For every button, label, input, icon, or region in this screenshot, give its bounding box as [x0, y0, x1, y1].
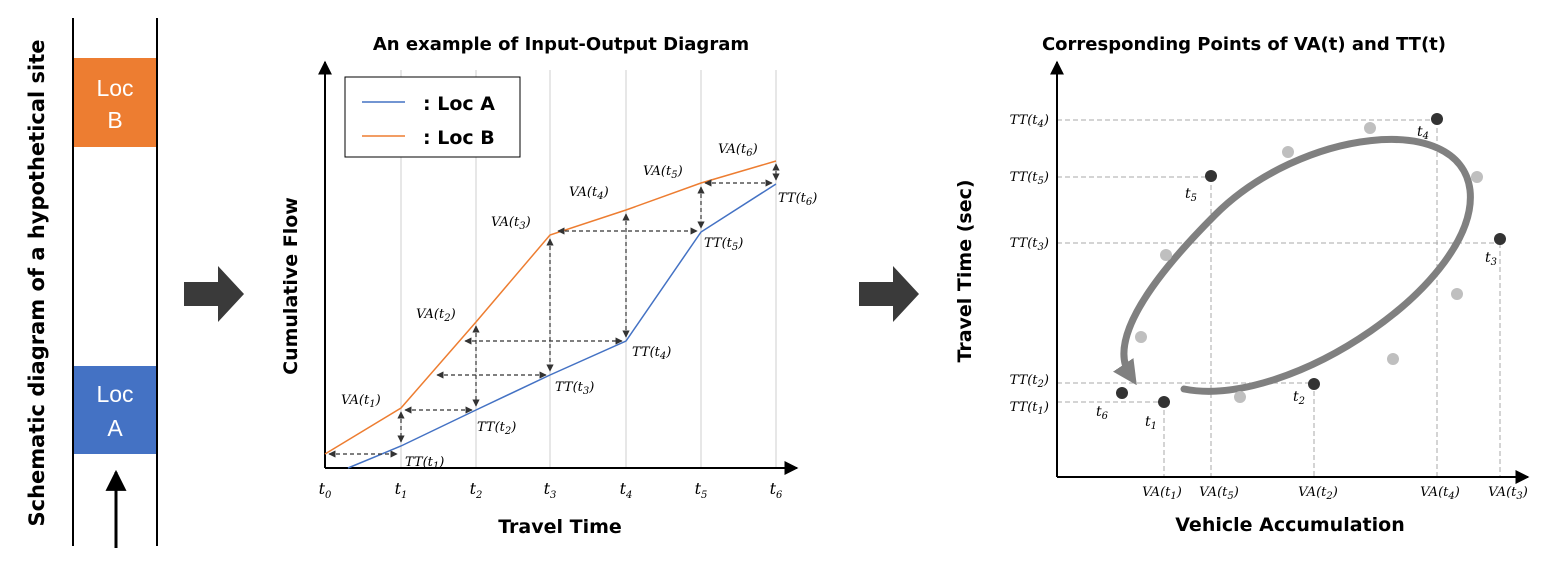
hysteresis-ylabel: Travel Time (sec) — [954, 179, 976, 362]
hysteresis-y-tick-labels: TT(t4) TT(t5) TT(t3) TT(t2) TT(t1) — [1010, 113, 1049, 417]
x-tick-va1: VA(t1) — [1142, 485, 1182, 502]
va-label-1: VA(t1) — [341, 393, 381, 410]
point-light — [1451, 288, 1463, 300]
tick-label-t0: t0 — [319, 479, 332, 501]
y-tick-tt5: TT(t5) — [1010, 170, 1049, 187]
loc-a-label-line2: A — [107, 415, 123, 441]
tt-label-2: TT(t2) — [477, 420, 516, 437]
loc-a-label-line1: Loc — [96, 381, 133, 407]
point-light — [1282, 146, 1294, 158]
hysteresis-title: Corresponding Points of VA(t) and TT(t) — [1042, 34, 1446, 55]
io-x-tick-labels: t0 t1 t2 t3 t4 t5 t6 — [319, 479, 783, 501]
tt-labels: TT(t1) TT(t2) TT(t3) TT(t4) TT(t5) TT(t6… — [405, 191, 817, 472]
point-t3 — [1494, 233, 1506, 245]
flow-arrow-2 — [859, 266, 919, 322]
io-diagram-xlabel: Travel Time — [498, 516, 622, 538]
tt-label-5: TT(t5) — [704, 236, 743, 253]
point-light — [1471, 171, 1483, 183]
io-diagram-ylabel: Cumulative Flow — [280, 197, 302, 375]
point-light — [1135, 331, 1147, 343]
tt-arrows — [397, 163, 780, 443]
io-diagram-title: An example of Input-Output Diagram — [373, 34, 749, 55]
loc-b-label-line2: B — [107, 107, 122, 133]
hysteresis-panel: Corresponding Points of VA(t) and TT(t) … — [954, 34, 1530, 536]
legend-label-loc-a: : Loc A — [423, 93, 495, 115]
y-tick-tt3: TT(t3) — [1010, 236, 1049, 253]
point-label-t1: t1 — [1145, 414, 1157, 432]
x-tick-va3: VA(t3) — [1488, 485, 1528, 502]
va-arrows — [328, 179, 773, 458]
point-light — [1160, 249, 1172, 261]
point-label-t2: t2 — [1293, 389, 1305, 407]
tt-label-6: TT(t6) — [778, 191, 817, 208]
tick-label-t2: t2 — [470, 479, 483, 501]
x-tick-va4: VA(t4) — [1420, 485, 1460, 502]
tt-label-3: TT(t3) — [555, 380, 594, 397]
loc-b-curve — [324, 160, 777, 455]
io-diagram-panel: An example of Input-Output Diagram Cumul… — [280, 34, 817, 538]
tick-label-t3: t3 — [544, 479, 557, 501]
legend-box — [344, 76, 521, 158]
key-points — [1116, 113, 1506, 408]
loc-a-curve — [347, 183, 777, 469]
va-label-6: VA(t6) — [718, 142, 758, 159]
x-tick-va2: VA(t2) — [1298, 485, 1338, 502]
x-tick-va5: VA(t5) — [1199, 485, 1239, 502]
flow-arrow-1 — [184, 266, 244, 322]
va-label-5: VA(t5) — [643, 164, 683, 181]
loc-b-box — [74, 58, 156, 147]
loc-b-label-line1: Loc — [96, 75, 133, 101]
point-t1 — [1158, 396, 1170, 408]
va-label-4: VA(t4) — [569, 185, 609, 202]
schematic-panel: Schematic diagram of a hypothetical site… — [25, 18, 158, 548]
point-label-t3: t3 — [1485, 250, 1497, 268]
point-labels: t1 t2 t3 t4 t5 t6 — [1096, 124, 1497, 432]
tick-label-t6: t6 — [770, 479, 783, 501]
intermediate-points — [1135, 122, 1483, 403]
tick-label-t4: t4 — [620, 479, 633, 501]
point-label-t6: t6 — [1096, 404, 1109, 422]
y-tick-tt1: TT(t1) — [1010, 400, 1049, 417]
va-label-2: VA(t2) — [416, 307, 456, 324]
point-light — [1234, 391, 1246, 403]
hysteresis-loop-arrow — [1113, 136, 1474, 395]
y-tick-tt4: TT(t4) — [1010, 113, 1049, 130]
point-t5 — [1205, 170, 1217, 182]
va-label-3: VA(t3) — [491, 215, 531, 232]
point-label-t4: t4 — [1417, 124, 1429, 142]
io-legend: : Loc A : Loc B — [344, 76, 521, 158]
point-label-t5: t5 — [1185, 186, 1197, 204]
tt-label-4: TT(t4) — [632, 345, 671, 362]
point-t6 — [1116, 387, 1128, 399]
point-light — [1364, 122, 1376, 134]
point-t2 — [1308, 378, 1320, 390]
tick-label-t1: t1 — [395, 479, 408, 501]
loc-a-box — [74, 366, 156, 454]
guide-lines — [1057, 119, 1501, 477]
hysteresis-x-tick-labels: VA(t1) VA(t5) VA(t2) VA(t4) VA(t3) — [1142, 485, 1528, 502]
va-labels: VA(t1) VA(t2) VA(t3) VA(t4) VA(t5) VA(t6… — [341, 142, 758, 410]
schematic-vertical-label: Schematic diagram of a hypothetical site — [25, 40, 49, 527]
hysteresis-xlabel: Vehicle Accumulation — [1175, 514, 1404, 536]
y-tick-tt2: TT(t2) — [1010, 373, 1049, 390]
tt-label-1: TT(t1) — [405, 455, 444, 472]
legend-label-loc-b: : Loc B — [423, 127, 495, 149]
point-t4 — [1431, 113, 1443, 125]
point-light — [1387, 353, 1399, 365]
tick-label-t5: t5 — [695, 479, 708, 501]
